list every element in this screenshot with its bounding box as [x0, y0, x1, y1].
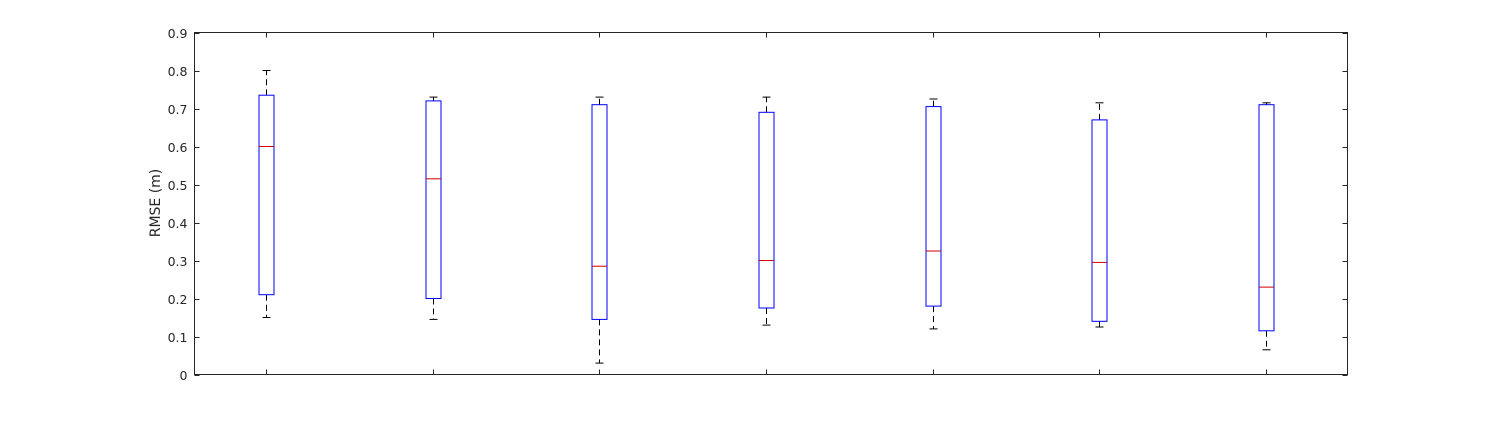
box-iqr	[591, 104, 608, 320]
box-iqr	[758, 111, 775, 309]
box-3	[591, 96, 608, 364]
y-axis: 0 0.1 0.2 0.3 0.4 0.5 0.6 0.7 0.8 0.9	[168, 26, 1348, 383]
y-tick-label: 0.2	[168, 292, 188, 307]
box-iqr	[925, 106, 942, 307]
y-tick-label: 0.9	[168, 26, 188, 41]
y-tick-label: 0.7	[168, 102, 188, 117]
box-iqr	[258, 94, 275, 296]
box-series	[258, 70, 1275, 364]
box-5	[925, 98, 942, 330]
box-6	[1091, 102, 1108, 328]
plot-area	[194, 32, 1348, 375]
y-axis-label: RMSE (m)	[148, 169, 164, 238]
box-iqr	[425, 100, 442, 300]
y-tick-label: 0.3	[168, 254, 188, 269]
y-tick-label: 0.8	[168, 64, 188, 79]
y-tick-label: 0.1	[168, 330, 188, 345]
box-2	[425, 96, 442, 320]
box-7	[1258, 102, 1275, 351]
y-tick-label: 0.5	[168, 178, 188, 193]
box-iqr	[1258, 104, 1275, 332]
box-1	[258, 70, 275, 318]
y-tick-label: 0.4	[168, 216, 188, 231]
x-axis	[266, 32, 1267, 375]
box-iqr	[1091, 119, 1108, 322]
y-tick-label: 0.6	[168, 140, 188, 155]
y-tick-label: 0	[180, 368, 188, 383]
box-4	[758, 96, 775, 326]
